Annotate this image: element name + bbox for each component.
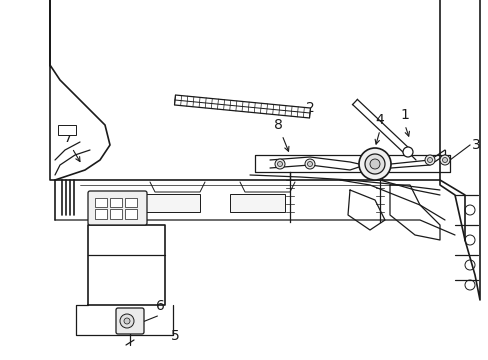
- Circle shape: [369, 159, 379, 169]
- Polygon shape: [174, 95, 310, 118]
- Text: 6: 6: [155, 299, 164, 313]
- Circle shape: [427, 158, 431, 162]
- Circle shape: [307, 162, 312, 166]
- Text: 3: 3: [471, 138, 480, 152]
- FancyBboxPatch shape: [88, 191, 147, 225]
- Circle shape: [124, 318, 130, 324]
- Text: 4: 4: [375, 113, 384, 127]
- Text: 5: 5: [170, 329, 179, 343]
- Circle shape: [120, 314, 134, 328]
- Text: 8: 8: [273, 118, 282, 132]
- Text: 1: 1: [400, 108, 408, 122]
- Circle shape: [442, 158, 447, 162]
- Circle shape: [277, 162, 282, 166]
- Text: 7: 7: [63, 131, 72, 145]
- Bar: [125, 209, 137, 219]
- Bar: [110, 198, 122, 207]
- Bar: [229, 194, 285, 212]
- Circle shape: [439, 155, 449, 165]
- Circle shape: [274, 159, 285, 169]
- Circle shape: [305, 159, 314, 169]
- Bar: [58, 125, 76, 135]
- Text: 2: 2: [305, 101, 314, 115]
- Circle shape: [402, 147, 412, 157]
- Bar: [110, 209, 122, 219]
- Bar: [95, 198, 107, 207]
- Bar: [125, 198, 137, 207]
- Circle shape: [424, 155, 434, 165]
- Circle shape: [364, 154, 384, 174]
- Bar: [95, 209, 107, 219]
- FancyBboxPatch shape: [116, 308, 143, 334]
- Bar: [145, 194, 200, 212]
- Circle shape: [358, 148, 390, 180]
